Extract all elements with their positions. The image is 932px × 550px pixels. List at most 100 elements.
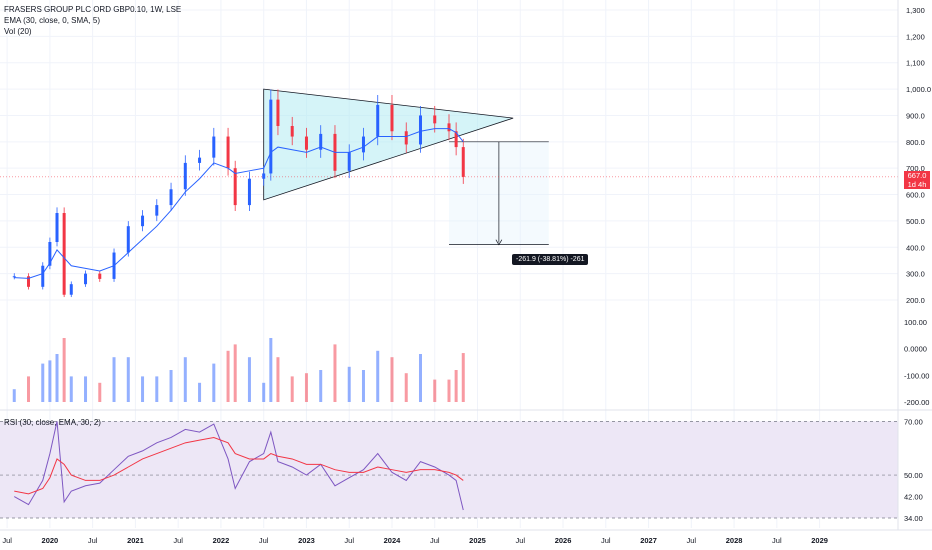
volume-tick-label: 0.0000: [904, 345, 927, 354]
volume-bar: [41, 363, 45, 402]
candle-body: [304, 136, 308, 150]
candle-body: [376, 104, 380, 137]
candle-body: [447, 123, 451, 132]
volume-bar: [126, 357, 130, 402]
volume-bar: [141, 376, 145, 402]
volume-bar: [155, 376, 159, 402]
x-tick-label: Jul: [2, 536, 12, 545]
volume-bar: [461, 353, 465, 402]
volume-bar: [98, 382, 102, 402]
candle-body: [404, 131, 408, 145]
volume-bar: [27, 376, 31, 402]
volume-bar: [55, 354, 59, 402]
candle-body: [98, 273, 102, 279]
volume-bar: [290, 376, 294, 402]
last-price-tag: 667.0 1d 4h: [904, 171, 930, 189]
rsi-tick-label: 42.00: [904, 493, 923, 502]
rsi-tick-label: 50.00: [904, 471, 923, 480]
rsi-legend[interactable]: RSI (30, close, EMA, 30, 2): [4, 418, 101, 427]
candle-body: [212, 136, 216, 158]
x-tick-label: 2027: [640, 536, 657, 545]
price-pane[interactable]: [0, 88, 898, 298]
candle-body: [84, 273, 88, 285]
volume-tick-label: -200.00: [904, 398, 929, 407]
rsi-pane: [0, 421, 898, 519]
x-tick-label: 2024: [384, 536, 402, 545]
volume-bar: [84, 376, 88, 402]
volume-bar: [247, 357, 251, 402]
volume-legend[interactable]: Vol (20): [4, 27, 32, 36]
x-tick-label: Jul: [88, 536, 98, 545]
volume-bar: [212, 363, 216, 402]
bar-countdown: 1d 4h: [907, 180, 927, 189]
candle-body: [319, 133, 323, 150]
volume-bar: [226, 350, 230, 402]
price-tick-label: 300.0: [906, 270, 925, 279]
volume-bar: [319, 370, 323, 402]
x-tick-label: Jul: [687, 536, 697, 545]
x-tick-label: Jul: [515, 536, 525, 545]
candle-body: [290, 126, 294, 137]
volume-bar: [69, 376, 73, 402]
volume-bar: [454, 370, 458, 402]
volume-bar: [418, 354, 422, 402]
volume-bar: [276, 357, 280, 402]
candle-body: [454, 131, 458, 148]
rsi-line: [14, 421, 464, 511]
ema-line: [14, 128, 464, 279]
x-tick-label: Jul: [173, 536, 183, 545]
price-tick-label: 200.0: [906, 296, 925, 305]
x-tick-label: 2021: [127, 536, 144, 545]
price-tick-label: 400.0: [906, 243, 925, 252]
volume-bar: [433, 379, 437, 402]
triangle-pattern: [263, 88, 514, 201]
rsi-tick-label: 70.00: [904, 417, 923, 426]
candle-body: [69, 284, 73, 295]
candle-body: [361, 136, 365, 153]
volume-bar: [304, 373, 308, 402]
volume-tick-label: -100.00: [904, 371, 929, 380]
candle-body: [41, 265, 45, 287]
candle-body: [226, 136, 230, 169]
volume-bar: [233, 344, 237, 402]
price-tick-label: 1,300: [906, 6, 925, 15]
symbol-legend[interactable]: FRASERS GROUP PLC ORD GBP0.10, 1W, LSE: [4, 5, 182, 14]
candle-body: [55, 213, 59, 242]
volume-bar: [390, 357, 394, 402]
volume-bar: [376, 350, 380, 402]
x-tick-label: Jul: [344, 536, 354, 545]
ema-legend[interactable]: EMA (30, close, 0, SMA, 5): [4, 16, 101, 25]
volume-bar: [62, 338, 66, 402]
candle-body: [247, 178, 251, 206]
measure-label: -261.9 (-38.81%) -261: [512, 254, 589, 265]
price-tick-label: 1,100: [906, 59, 925, 68]
volume-tick-label: 100.00: [904, 318, 927, 327]
volume-bar: [12, 389, 16, 402]
candle-body: [233, 168, 237, 206]
x-tick-label: 2028: [726, 536, 743, 545]
x-tick-label: 2022: [213, 536, 230, 545]
candle-body: [276, 99, 280, 126]
volume-bar: [183, 357, 187, 402]
x-tick-label: 2020: [42, 536, 59, 545]
volume-pane: [12, 338, 465, 402]
x-tick-label: 2026: [555, 536, 572, 545]
measure-arrow-head: [495, 239, 503, 246]
x-tick-label: 2029: [811, 536, 828, 545]
price-tick-label: 600.0: [906, 191, 925, 200]
candle-body: [418, 115, 422, 145]
candle-body: [183, 162, 187, 190]
x-tick-label: Jul: [430, 536, 440, 545]
candle-body: [12, 276, 16, 278]
price-tick-label: 800.0: [906, 138, 925, 147]
rsi-band: [0, 421, 898, 518]
volume-bar: [262, 382, 266, 402]
volume-bar: [361, 370, 365, 402]
candle-body: [48, 242, 52, 266]
volume-bar: [169, 370, 173, 402]
last-price-value: 667.0: [907, 171, 927, 180]
candle-body: [27, 276, 31, 287]
candle-body: [169, 189, 173, 206]
candle-body: [390, 104, 394, 132]
